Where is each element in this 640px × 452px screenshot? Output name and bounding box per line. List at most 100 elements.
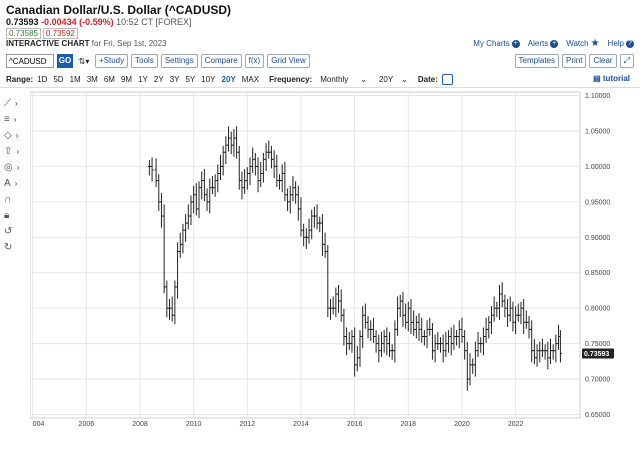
interactive-chart-heading: INTERACTIVE CHART <box>6 39 90 48</box>
frequency-select[interactable]: Monthly ⌄ <box>320 75 367 84</box>
clear-button[interactable]: Clear <box>589 54 617 68</box>
ask-price: 0.73592 <box>42 28 78 39</box>
function-button[interactable]: f(x) <box>244 54 265 68</box>
redo-tool[interactable]: ↻ <box>4 239 28 255</box>
price-chart[interactable]: 1.10000 1.05000 1.00000 0.95000 0.90000 0.850… <box>30 88 640 428</box>
undo-tool[interactable]: ↺ <box>4 223 28 239</box>
range-option-5y[interactable]: 5Y <box>185 74 196 84</box>
annotation-tool[interactable]: ◎ › <box>4 159 28 175</box>
range-option-1m[interactable]: 1M <box>69 74 81 84</box>
go-button[interactable]: GO <box>57 54 73 68</box>
y-tick-label: 1.05000 <box>585 128 610 135</box>
watch-label: Watch <box>566 39 589 48</box>
bid-price: 0.73585 <box>6 28 41 39</box>
range-option-1y[interactable]: 1Y <box>138 74 148 84</box>
x-tick-label: 2012 <box>240 421 256 428</box>
quote-row: 0.73593 -0.00434 (-0.59%) 10:52 CT [FORE… <box>6 17 192 27</box>
fibonacci-icon: ≡ <box>4 113 10 125</box>
toolbar-divider <box>0 87 640 88</box>
shape-icon: ◇ <box>4 129 12 141</box>
range-option-20y[interactable]: 20Y <box>221 74 236 84</box>
tutorial-label: tutorial <box>602 74 630 83</box>
range-option-1d[interactable]: 1D <box>37 74 48 84</box>
period-select[interactable]: 20Y ⌄ <box>379 75 408 84</box>
frequency-label: Frequency: <box>269 74 313 84</box>
range-option-3y[interactable]: 3Y <box>169 74 180 84</box>
templates-button[interactable]: Templates <box>514 54 560 68</box>
my-charts-label: My Charts <box>473 39 510 48</box>
y-tick-label: 0.95000 <box>585 199 610 206</box>
x-tick-label: 2016 <box>347 421 363 428</box>
chevron-right-icon: › <box>13 114 17 124</box>
help-link[interactable]: Help? <box>608 39 634 48</box>
text-tool[interactable]: A › <box>4 175 28 191</box>
x-tick-label: 2008 <box>132 421 148 428</box>
tools-button[interactable]: Tools <box>131 54 158 68</box>
symbol-input[interactable] <box>6 54 54 68</box>
chart-toolbar-right: Templates Print Clear ⤢ <box>514 54 634 68</box>
date-label: Date: <box>417 74 438 84</box>
chart-toolbar: GO ⇅▾ +Study Tools Settings Compare f(x)… <box>6 54 310 68</box>
magnet-tool[interactable]: ∩ <box>4 191 28 207</box>
line-tool[interactable]: ⟋ › <box>4 95 28 111</box>
compare-button[interactable]: Compare <box>200 54 242 68</box>
undo-icon: ↺ <box>4 225 13 237</box>
chevron-right-icon: › <box>16 162 20 172</box>
last-price-badge <box>582 348 614 359</box>
alerts-link[interactable]: Alerts + <box>528 39 559 48</box>
chart-date: for Fri, Sep 1st, 2023 <box>91 39 167 48</box>
print-button[interactable]: Print <box>562 54 587 68</box>
range-option-6m[interactable]: 6M <box>103 74 115 84</box>
add-study-button[interactable]: +Study <box>95 54 129 68</box>
x-tick-label: 2006 <box>79 421 95 428</box>
expand-button[interactable]: ⤢ <box>619 54 634 68</box>
shape-tool[interactable]: ◇ › <box>4 127 28 143</box>
text-icon: A <box>4 177 11 189</box>
plot-area <box>30 91 581 419</box>
magnet-icon: ∩ <box>4 193 12 205</box>
chevron-right-icon: › <box>16 146 20 156</box>
calendar-icon[interactable] <box>441 73 453 85</box>
x-tick-label: 2014 <box>293 421 309 428</box>
circle-icon: ◎ <box>4 161 13 173</box>
range-option-2y[interactable]: 2Y <box>153 74 164 84</box>
tutorial-link[interactable]: ▤ tutorial <box>593 74 630 83</box>
last-price: 0.73593 <box>6 17 39 27</box>
range-label: Range: <box>6 74 34 84</box>
y-tick-label: 1.00000 <box>585 164 610 171</box>
frequency-value: Monthly <box>320 74 349 84</box>
tutorial-icon: ▤ <box>593 74 601 83</box>
my-charts-link[interactable]: My Charts + <box>473 39 520 48</box>
period-value: 20Y <box>378 74 394 84</box>
chart-label: INTERACTIVE CHART for Fri, Sep 1st, 2023 <box>6 39 167 48</box>
grid-view-button[interactable]: Grid View <box>267 54 310 68</box>
range-options: 1D 5D 1M 3M 6M 9M 1Y 2Y 3Y 5Y 10Y 20Y MAX <box>37 75 259 84</box>
y-tick-label: 0.90000 <box>585 235 610 242</box>
chart-type-arrows-icon[interactable]: ⇅▾ <box>78 56 90 66</box>
plus-icon: + <box>550 39 559 48</box>
chevron-down-icon: ⌄ <box>401 74 408 84</box>
range-option-9m[interactable]: 9M <box>120 74 133 84</box>
range-option-3m[interactable]: 3M <box>86 74 98 84</box>
fibonacci-tool[interactable]: ≡ › <box>4 111 28 127</box>
drawing-tools: ⟋ › ≡ › ◇ › ⇧ › ◎ › A › ∩ 🔒︎ ↺ ↻ <box>4 95 28 255</box>
chevron-down-icon: ⌄ <box>360 74 367 84</box>
y-tick-label: 0.85000 <box>585 270 610 277</box>
lock-icon: 🔒︎ <box>4 209 10 221</box>
arrow-up-icon: ⇧ <box>4 145 13 157</box>
range-option-10y[interactable]: 10Y <box>201 74 216 84</box>
range-option-max[interactable]: MAX <box>241 74 260 84</box>
range-option-5d[interactable]: 5D <box>53 74 64 84</box>
arrow-tool[interactable]: ⇧ › <box>4 143 28 159</box>
lock-tool[interactable]: 🔒︎ <box>4 207 28 223</box>
watch-link[interactable]: Watch ★ <box>566 38 599 49</box>
y-tick-label: 0.70000 <box>585 377 610 384</box>
question-icon: ? <box>626 39 634 48</box>
line-icon: ⟋ <box>4 97 11 109</box>
price-change: -0.00434 (-0.59%) <box>41 17 114 27</box>
settings-button[interactable]: Settings <box>160 54 198 68</box>
chevron-right-icon: › <box>14 178 18 188</box>
x-tick-label: 2010 <box>186 421 202 428</box>
quote-timestamp: 10:52 CT [FOREX] <box>116 17 192 27</box>
bid-ask: 0.73585 0.73592 <box>6 28 78 39</box>
